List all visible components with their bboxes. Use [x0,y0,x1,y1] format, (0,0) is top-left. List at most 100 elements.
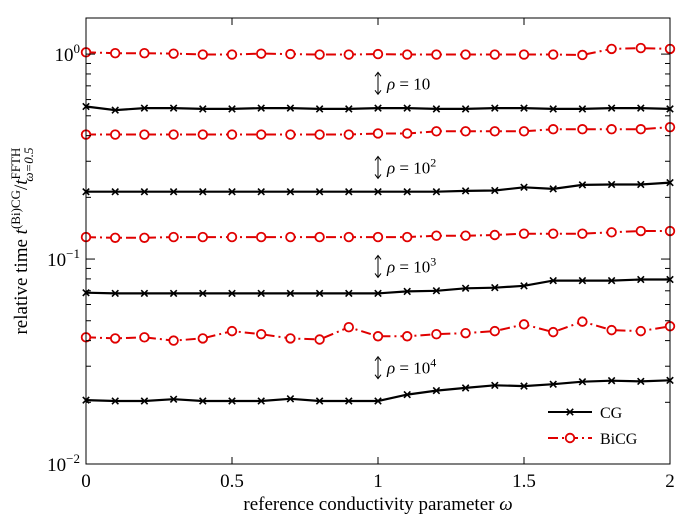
data-point-cg [607,376,616,385]
annotation-arrow-head-down [374,374,382,380]
data-point-cg [345,187,353,196]
annotation-arrow-head-up [374,355,382,362]
data-point-cg [520,183,528,192]
y-axis-label-sup2: FFTH [8,148,23,180]
annotation-label: ρ = 10 [386,74,430,93]
y-tick-label: 10−2 [47,451,80,476]
data-point-cg [257,104,265,112]
data-point-cg [286,289,295,298]
data-point-bicg [314,231,325,243]
data-point-bicg [372,48,384,60]
data-point-bicg [314,129,325,140]
ticks-layer: 0 0.5 1 1.5 2 10−2 10−1 100 [47,18,675,492]
y-axis-label-sub2: ω=0.5 [21,147,36,182]
legend-marker [566,408,574,416]
data-point-cg [315,105,324,113]
data-point-cg [403,287,411,296]
data-point-cg [169,395,178,404]
data-point-cg [578,377,587,386]
data-point-bicg [635,42,647,54]
annotation-arrow-head-down [374,273,382,279]
data-point-bicg [226,49,238,60]
data-point-bicg [343,49,355,60]
data-point-bicg [343,231,355,243]
y-tick-label: 10−1 [47,246,80,271]
data-point-cg [461,384,470,392]
x-tick-label: 1 [373,471,383,492]
data-point-bicg [489,229,501,241]
data-point-cg [228,105,236,113]
data-point-cg [315,397,324,405]
data-point-cg [345,397,353,405]
data-point-bicg [139,232,150,243]
annotation-arrow-head-down [374,90,382,96]
data-point-cg [520,282,528,290]
data-point-cg [286,395,295,403]
data-point-bicg [139,332,150,343]
series-bicg [80,225,676,243]
data-point-bicg [226,231,238,243]
legend: CG BiCG [548,405,638,448]
data-point-cg [257,397,265,405]
data-point-bicg [285,231,296,243]
data-point-bicg [489,325,501,337]
data-point-cg [637,180,645,189]
data-point-cg [169,104,178,112]
data-point-cg [403,187,411,196]
data-point-bicg [402,128,413,139]
data-point-bicg [226,129,238,140]
legend-marker [564,432,576,444]
legend-entry-cg: CG [548,405,623,422]
data-point-cg [374,289,382,298]
data-point-bicg [460,327,471,339]
y-axis-label-main: relative time [11,234,32,334]
data-point-cg [403,390,411,399]
data-point-cg [491,186,499,195]
data-point-cg [432,187,441,196]
data-point-cg [199,397,207,405]
data-point-bicg [606,324,617,336]
data-point-cg [578,105,587,113]
data-point-bicg [577,124,588,135]
data-point-bicg [314,49,325,60]
data-point-bicg [372,331,384,342]
data-point-cg [403,104,411,112]
annotation-arrow-head-up [374,155,382,161]
data-point-cg [286,104,295,112]
data-point-bicg [606,227,617,238]
annotation-layer: ρ = 10 ρ = 102 ρ = 103 ρ = 104 [374,71,436,380]
data-point-cg [140,289,149,298]
data-point-bicg [109,48,121,59]
data-point-bicg [518,126,530,137]
data-point-cg [286,187,295,196]
data-point-cg [491,283,499,292]
data-point-cg [257,187,265,196]
data-point-cg [461,105,470,113]
data-point-bicg [577,49,588,61]
data-point-bicg [431,49,442,60]
data-point-cg [345,105,353,113]
data-point-cg [549,105,557,113]
data-point-bicg [402,331,413,342]
data-point-cg [257,289,265,298]
x-tick-label: 0 [81,471,91,492]
legend-label: BiCG [600,431,638,448]
data-point-bicg [431,126,442,137]
data-point-bicg [285,48,296,60]
data-point-bicg [256,129,267,140]
data-point-bicg [518,49,530,60]
data-point-cg [169,187,178,196]
y-tick-label: 100 [55,41,81,66]
data-point-cg [228,397,236,405]
data-point-bicg [343,129,355,140]
data-point-bicg [256,231,267,243]
data-point-cg [169,289,178,298]
data-point-cg [637,377,645,386]
data-point-cg [199,105,207,113]
data-point-cg [578,276,587,285]
annotation-label: ρ = 103 [386,254,436,276]
data-point-bicg [635,225,647,237]
data-point-cg [461,187,470,195]
data-point-bicg [197,129,209,140]
data-point-cg [199,187,207,196]
